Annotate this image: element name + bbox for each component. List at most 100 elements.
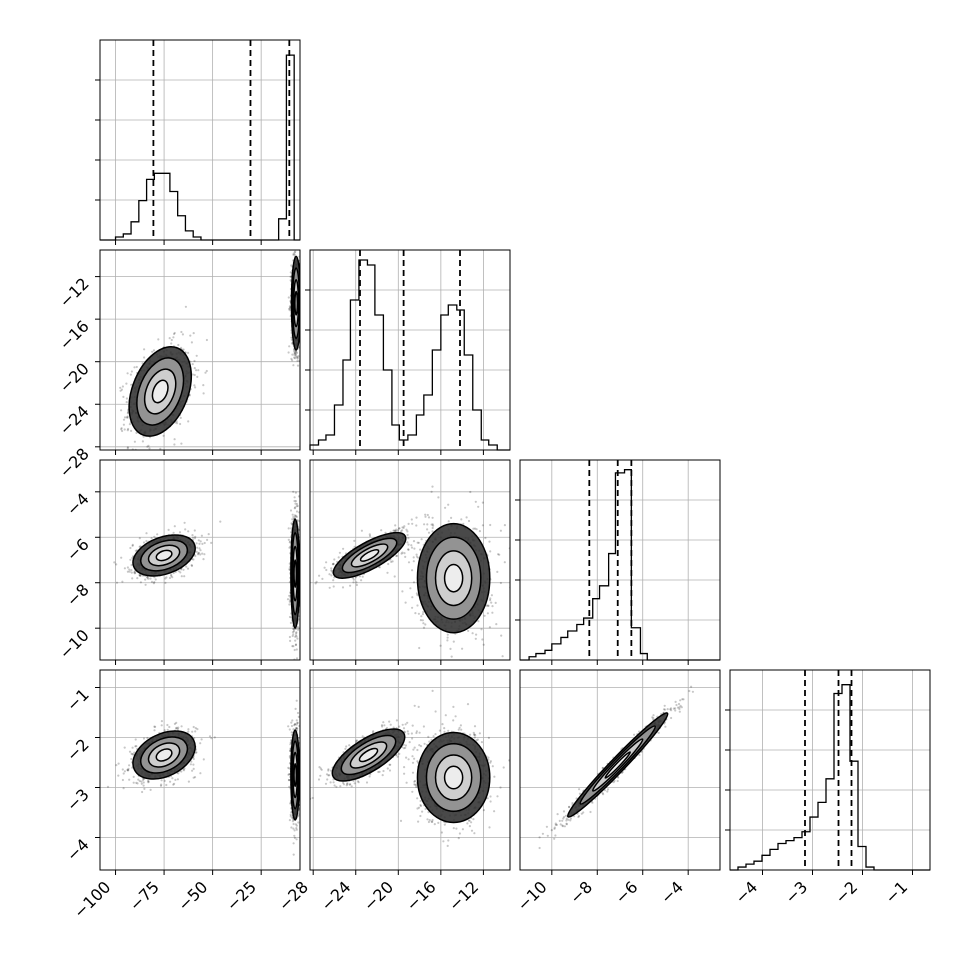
sample-point <box>182 769 186 772</box>
sample-point <box>195 751 198 754</box>
sample-point <box>159 447 162 450</box>
sample-point <box>131 543 134 547</box>
sample-point <box>139 574 142 577</box>
sample-point <box>190 564 193 567</box>
sample-point <box>135 451 137 453</box>
sample-point <box>126 416 129 419</box>
sample-point <box>177 343 180 347</box>
sample-point <box>288 600 291 603</box>
sample-point <box>127 767 130 770</box>
sample-point <box>293 836 296 840</box>
sample-point <box>173 443 176 446</box>
sample-point <box>175 420 178 423</box>
sample-point <box>169 780 172 783</box>
sample-point <box>122 395 125 398</box>
sample-point <box>288 546 291 549</box>
sample-point <box>201 542 204 546</box>
sample-point <box>197 369 200 372</box>
sample-point <box>295 515 298 519</box>
sample-point <box>130 752 133 755</box>
sample-point <box>296 625 299 628</box>
sample-point <box>287 773 290 776</box>
sample-point <box>142 737 146 740</box>
sample-point <box>296 721 299 725</box>
sample-point <box>203 541 206 545</box>
sample-point <box>147 780 150 783</box>
sample-point <box>121 385 124 388</box>
sample-point <box>154 725 157 729</box>
sample-point <box>194 554 197 558</box>
sample-point <box>177 570 180 573</box>
sample-point <box>293 834 296 837</box>
sample-point <box>292 633 295 636</box>
sample-point <box>289 802 292 805</box>
sample-point <box>294 515 297 518</box>
pair-panel-0-1 <box>95 242 305 477</box>
sample-point <box>191 730 194 733</box>
sample-point <box>187 730 190 733</box>
sample-point <box>130 571 133 574</box>
sample-point <box>136 782 139 785</box>
sample-point <box>166 728 169 731</box>
sample-point <box>291 634 294 638</box>
sample-point <box>130 757 133 761</box>
sample-point <box>129 373 132 376</box>
sample-point <box>290 357 293 360</box>
sample-point <box>148 447 151 450</box>
sample-point <box>193 537 197 540</box>
sample-point <box>289 813 292 816</box>
sample-point <box>138 545 141 549</box>
sample-point <box>195 550 198 553</box>
sample-point <box>175 726 178 730</box>
histogram-step <box>100 54 300 241</box>
sample-point <box>153 535 156 538</box>
sample-point <box>151 475 153 477</box>
sample-point <box>160 783 163 786</box>
sample-point <box>303 292 305 294</box>
sample-point <box>290 731 293 734</box>
sample-point <box>288 615 292 619</box>
sample-point <box>297 355 300 358</box>
sample-point <box>137 778 140 781</box>
sample-point <box>198 547 201 550</box>
sample-point <box>174 778 177 782</box>
sample-point <box>138 779 141 783</box>
sample-point <box>199 553 202 556</box>
sample-point <box>126 566 129 569</box>
sample-point <box>173 332 176 336</box>
pair-panel-0-3 <box>95 669 301 875</box>
sample-point <box>296 246 298 248</box>
sample-point <box>168 576 172 580</box>
sample-point <box>120 556 123 559</box>
sample-point <box>170 338 173 342</box>
sample-point <box>150 580 154 584</box>
sample-point <box>289 275 292 278</box>
sample-point <box>204 371 207 374</box>
sample-point <box>296 357 299 360</box>
sample-point <box>135 745 138 748</box>
sample-point <box>295 356 298 359</box>
sample-point <box>192 725 195 729</box>
sample-point <box>200 738 203 741</box>
sample-point <box>128 778 131 781</box>
sample-point <box>157 338 160 341</box>
sample-point <box>298 242 300 244</box>
sample-point <box>293 496 296 499</box>
sample-point <box>292 630 296 633</box>
sample-point <box>194 727 197 730</box>
sample-point <box>295 648 298 651</box>
sample-point <box>288 305 291 308</box>
sample-point <box>154 578 157 581</box>
sample-point <box>193 776 197 779</box>
sample-point <box>131 544 134 547</box>
sample-point <box>287 351 290 354</box>
sample-point <box>293 350 296 353</box>
sample-point <box>295 505 298 508</box>
sample-point <box>138 573 141 576</box>
sample-point <box>135 781 138 785</box>
sample-point <box>292 628 295 631</box>
sample-point <box>291 631 295 634</box>
sample-point <box>196 728 199 731</box>
sample-point <box>193 367 196 370</box>
sample-point <box>126 412 129 415</box>
